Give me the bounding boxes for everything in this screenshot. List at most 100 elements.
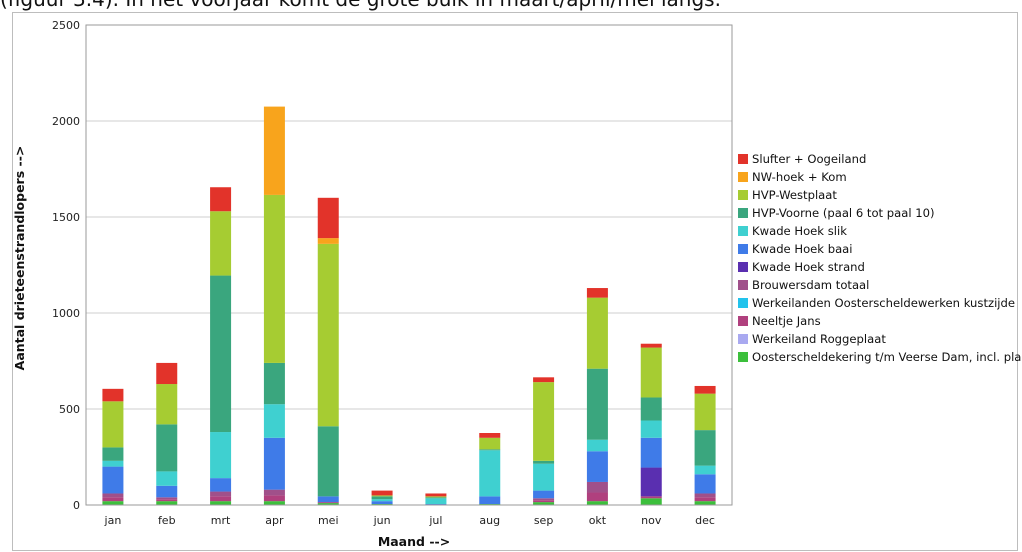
bar-segment	[371, 490, 393, 496]
bar-segment	[694, 430, 716, 466]
bar-segment	[533, 500, 555, 503]
bar-segment	[425, 497, 447, 499]
legend-item: Oosterscheldekering t/m Veerse Dam, incl…	[738, 348, 1022, 366]
bar-segment	[640, 347, 662, 398]
x-tick-label: feb	[158, 514, 176, 527]
bar-segment	[102, 501, 124, 505]
legend-swatch	[738, 262, 748, 272]
bar-segment	[263, 362, 285, 405]
bar-segment	[263, 194, 285, 363]
bar-segment	[156, 424, 178, 472]
bar-segment	[479, 450, 501, 497]
legend-item: Neeltje Jans	[738, 312, 1022, 330]
bar-segment	[479, 433, 501, 438]
bar-segment	[263, 495, 285, 502]
bar-segment	[102, 493, 124, 498]
bar-segment	[102, 388, 124, 402]
legend: Slufter + Oogeiland NW-hoek + Kom HVP-West…	[738, 150, 1022, 366]
bar-segment	[694, 493, 716, 498]
bar-segment	[263, 489, 285, 496]
y-tick-label: 2000	[52, 115, 80, 128]
legend-item: HVP-Voorne (paal 6 tot paal 10)	[738, 204, 1022, 222]
bar-segment	[102, 401, 124, 448]
bar-segment	[586, 439, 608, 452]
legend-swatch	[738, 244, 748, 254]
legend-swatch	[738, 226, 748, 236]
bar-segment	[102, 447, 124, 461]
legend-label: Kwade Hoek baai	[752, 242, 853, 256]
bar-segment	[210, 496, 232, 502]
bar-segment	[694, 501, 716, 505]
bar-segment	[263, 501, 285, 505]
bars	[102, 106, 716, 505]
bar-segment	[640, 437, 662, 468]
bar-segment	[640, 343, 662, 348]
bar-segment	[586, 451, 608, 482]
bar-segment	[533, 502, 555, 505]
bar-segment	[317, 496, 339, 503]
bar-segment	[210, 491, 232, 497]
legend-label: Werkeiland Roggeplaat	[752, 332, 886, 346]
legend-swatch	[738, 280, 748, 290]
legend-item: Slufter + Oogeiland	[738, 150, 1022, 168]
bar-segment	[479, 496, 501, 505]
bar-segment	[210, 211, 232, 276]
legend-item: Kwade Hoek baai	[738, 240, 1022, 258]
x-tick-label: jan	[104, 514, 122, 527]
bar-segment	[640, 496, 662, 499]
bar-segment	[317, 197, 339, 239]
x-tick-label: jun	[373, 514, 391, 527]
legend-swatch	[738, 298, 748, 308]
bar-segment	[479, 449, 501, 451]
bar-segment	[156, 471, 178, 486]
bar-segment	[317, 426, 339, 497]
bar-segment	[586, 501, 608, 505]
legend-item: Kwade Hoek strand	[738, 258, 1022, 276]
bar-segment	[586, 288, 608, 298]
legend-label: Slufter + Oogeiland	[752, 152, 867, 166]
y-tick-label: 1000	[52, 307, 80, 320]
y-tick-label: 1500	[52, 211, 80, 224]
bar-segment	[263, 437, 285, 490]
x-tick-label: nov	[641, 514, 662, 527]
legend-label: NW-hoek + Kom	[752, 170, 847, 184]
bar-segment	[533, 498, 555, 501]
legend-item: Werkeiland Roggeplaat	[738, 330, 1022, 348]
legend-swatch	[738, 172, 748, 182]
legend-item: HVP-Westplaat	[738, 186, 1022, 204]
bar-segment	[210, 432, 232, 479]
bar-segment	[533, 382, 555, 461]
bar-segment	[586, 492, 608, 502]
bar-segment	[533, 463, 555, 491]
legend-label: Kwade Hoek slik	[752, 224, 847, 238]
bar-segment	[102, 497, 124, 502]
bar-segment	[479, 437, 501, 450]
bar-segment	[317, 503, 339, 505]
x-tick-label: dec	[695, 514, 715, 527]
bar-segment	[156, 497, 178, 500]
bar-segment	[317, 502, 339, 504]
bar-segment	[263, 106, 285, 195]
x-tick-label: okt	[589, 514, 607, 527]
bar-segment	[263, 404, 285, 438]
y-axis-label: Aantal drieteenstrandlopers -->	[12, 146, 27, 371]
legend-swatch	[738, 154, 748, 164]
bar-segment	[533, 490, 555, 499]
legend-swatch	[738, 316, 748, 326]
bar-segment	[156, 384, 178, 425]
x-tick-label: mrt	[211, 514, 231, 527]
bar-segment	[371, 499, 393, 502]
legend-item: NW-hoek + Kom	[738, 168, 1022, 186]
gridlines	[86, 24, 732, 506]
bar-segment	[586, 368, 608, 440]
legend-label: Kwade Hoek strand	[752, 260, 865, 274]
bar-segment	[694, 393, 716, 431]
legend-swatch	[738, 334, 748, 344]
y-tick-label: 0	[73, 499, 80, 512]
bar-segment	[156, 499, 178, 502]
bar-segment	[425, 498, 447, 505]
legend-item: Werkeilanden Oosterscheldewerken kustzij…	[738, 294, 1022, 312]
bar-segment	[156, 362, 178, 385]
x-tick-label: apr	[265, 514, 284, 527]
bar-segment	[102, 466, 124, 494]
